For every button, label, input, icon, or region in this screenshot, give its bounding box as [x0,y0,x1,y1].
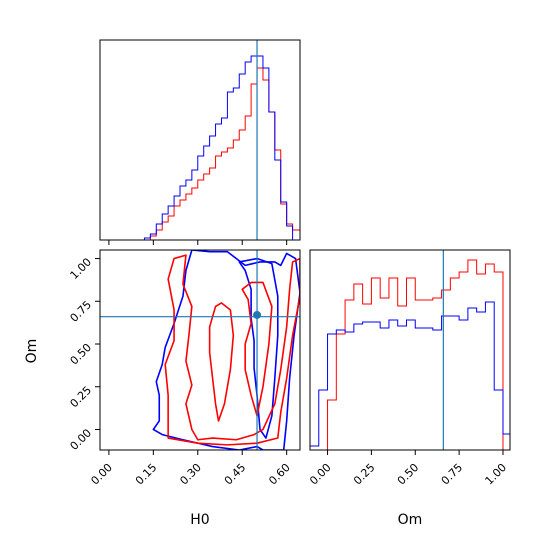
contour-line-2 [164,254,300,446]
h0-histogram-panel [99,39,301,245]
x-axis-label-h0: H0 [190,512,209,528]
contour-line-0 [152,250,300,450]
contour-line-1 [238,257,279,439]
contour-frame [99,249,301,451]
om-histogram-frame [309,249,511,451]
om-y-tick-label: 1.00 [68,255,95,282]
om-histogram-panel: 0.00 0.25 0.50 0.75 1.00 [307,249,511,488]
om-x-tick-label: 0.75 [439,461,466,488]
om-y-tick-label: 0.75 [68,298,95,325]
om-x-tick-label: 1.00 [483,461,510,488]
h0-om-contour-panel: 0.00 0.15 0.30 0.45 0.60 0.00 0.25 0.50 0.75 1.00 [68,249,301,488]
om-histogram-series-0 [327,259,504,450]
om-x-tick-label: 0.00 [307,461,334,488]
om-histogram-series-1 [309,301,510,450]
h0-x-tick-label: 0.45 [222,461,249,488]
truth-point-marker [253,310,262,319]
h0-x-tick-label: 0.60 [266,461,293,488]
om-y-tick-label: 0.00 [68,426,95,453]
x-axis-label-om: Om [398,512,423,528]
h0-x-tick-label: 0.00 [88,461,115,488]
y-axis-label-om: Om [24,339,40,364]
om-x-tick-label: 0.50 [395,461,422,488]
contour-line-3 [208,302,235,422]
h0-histogram-frame [99,39,301,241]
contour-lines [152,250,300,450]
om-y-tick-label: 0.50 [68,341,95,368]
h0-x-tick-label: 0.30 [177,461,204,488]
om-x-tick-label: 0.25 [351,461,378,488]
h0-x-tick-label: 0.15 [133,461,160,488]
h0-histogram-series-1 [143,55,300,241]
om-y-tick-label: 0.25 [68,384,95,411]
